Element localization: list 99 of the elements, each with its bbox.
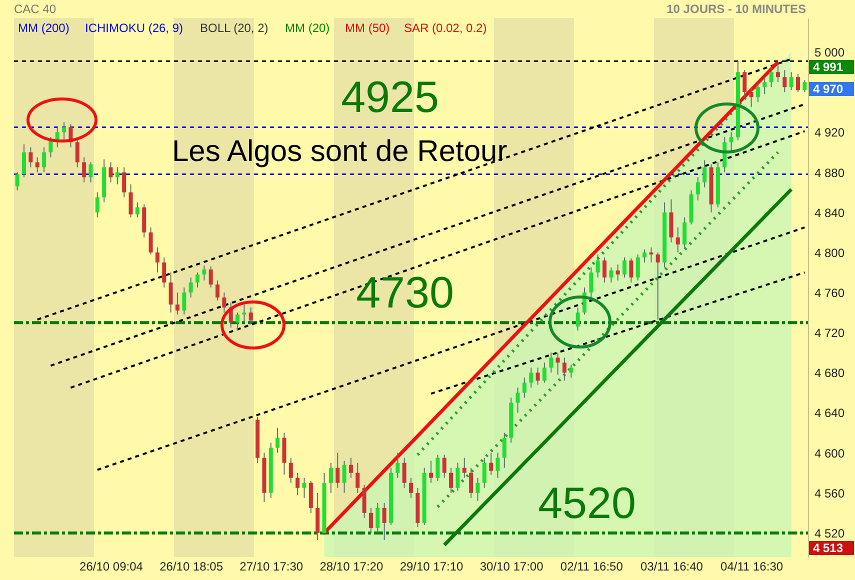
candlestick <box>696 176 700 201</box>
candlestick <box>636 254 640 281</box>
annotation: SAR (0.02, 0.2) <box>404 21 487 35</box>
candlestick <box>769 66 774 88</box>
y-tick-label: 5 000 <box>814 46 845 60</box>
candlestick <box>529 367 534 388</box>
candlestick <box>135 202 140 218</box>
annotation: BOLL (20, 2) <box>200 21 268 35</box>
candlestick <box>288 457 293 484</box>
candlestick <box>622 256 627 278</box>
candlestick <box>162 256 166 288</box>
x-tick-label: 26/10 18:05 <box>160 560 224 574</box>
x-tick-label: 03/11 16:40 <box>640 560 704 574</box>
candlestick <box>115 166 120 185</box>
candlestick <box>742 70 747 98</box>
ref-line-label: 4730 <box>356 268 454 318</box>
y-tick-label: 4 840 <box>814 206 845 220</box>
candlestick <box>328 462 333 494</box>
candlestick <box>95 192 100 218</box>
x-tick-label: 29/10 17:10 <box>400 560 464 574</box>
y-tick-label: 4 880 <box>814 166 845 180</box>
candlestick <box>462 457 466 478</box>
candlestick <box>496 452 500 478</box>
x-tick-label: 04/11 16:30 <box>720 560 784 574</box>
candlestick <box>589 266 594 298</box>
x-tick-label: 02/11 16:50 <box>560 560 624 574</box>
candlestick <box>656 252 660 320</box>
y-tick-label: 4 520 <box>814 526 845 540</box>
y-tick-label: 4 760 <box>814 286 845 300</box>
candlestick <box>576 307 580 332</box>
candlestick <box>682 216 687 248</box>
x-tick-label: 26/10 09:04 <box>80 560 144 574</box>
candlestick <box>629 258 634 283</box>
text: 4 991 <box>813 60 844 74</box>
candlestick <box>489 452 494 476</box>
candlestick <box>756 82 760 103</box>
candlestick <box>469 467 474 498</box>
annotation: MM (200) <box>18 21 70 35</box>
text: 4 513 <box>813 541 844 555</box>
chart-subtitle: 10 JOURS - 10 MINUTES <box>666 2 806 16</box>
candlestick <box>542 362 546 384</box>
candlestick <box>502 432 506 468</box>
candlestick <box>569 364 574 378</box>
annotation: MM (20) <box>285 21 330 35</box>
candlestick <box>562 357 566 382</box>
candlestick <box>776 64 780 83</box>
candlestick <box>522 377 526 398</box>
y-tick-label: 4 720 <box>814 326 845 340</box>
candlestick <box>122 166 126 198</box>
candlestick <box>276 427 280 454</box>
y-tick-label: 4 920 <box>814 126 845 140</box>
candlestick <box>609 266 614 283</box>
candlestick <box>476 477 480 502</box>
candlestick <box>128 184 133 218</box>
annotation: Les Algos sont de Retour <box>172 135 508 168</box>
x-tick-label: 27/10 17:30 <box>240 560 304 574</box>
candlestick <box>536 367 540 386</box>
annotation: ICHIMOKU (26, 9) <box>85 21 184 35</box>
candlestick <box>449 467 454 494</box>
chart-title: CAC 40 <box>14 2 56 16</box>
candlestick <box>802 80 807 93</box>
candlestick <box>796 74 800 93</box>
candlestick <box>155 246 160 273</box>
text: 4 970 <box>813 82 844 96</box>
candlestick <box>676 226 680 253</box>
candlestick <box>782 70 787 93</box>
x-tick-label: 28/10 17:20 <box>320 560 384 574</box>
candlestick <box>602 256 606 283</box>
candlestick <box>556 352 560 376</box>
y-tick-label: 4 600 <box>814 446 845 460</box>
candlestick <box>596 254 600 278</box>
annotation: MM (50) <box>345 21 390 35</box>
candlestick <box>302 477 306 498</box>
candlestick <box>749 86 754 108</box>
y-tick-label: 4 560 <box>814 486 845 500</box>
candlestick <box>616 264 620 281</box>
candlestick <box>729 132 734 153</box>
candlestick <box>649 246 654 263</box>
candlestick <box>549 352 554 374</box>
x-tick-label: 30/10 17:00 <box>480 560 544 574</box>
candlestick <box>642 248 647 263</box>
candlestick <box>436 454 440 482</box>
candlestick <box>108 162 113 183</box>
candlestick <box>296 472 300 496</box>
candlestick <box>429 460 434 484</box>
y-tick-label: 4 680 <box>814 366 845 380</box>
candlestick <box>482 457 486 488</box>
candlestick <box>702 160 707 188</box>
candlestick <box>456 462 460 492</box>
y-tick-label: 4 640 <box>814 406 845 420</box>
candlestick <box>762 76 767 95</box>
y-tick-label: 4 800 <box>814 246 845 260</box>
candlestick <box>148 226 153 255</box>
ref-line-label: 4925 <box>341 73 439 122</box>
candlestick <box>442 454 446 478</box>
candlestick <box>516 387 520 414</box>
ref-line-label: 4520 <box>538 478 636 528</box>
candlestick <box>789 72 794 91</box>
candlestick <box>168 272 173 314</box>
